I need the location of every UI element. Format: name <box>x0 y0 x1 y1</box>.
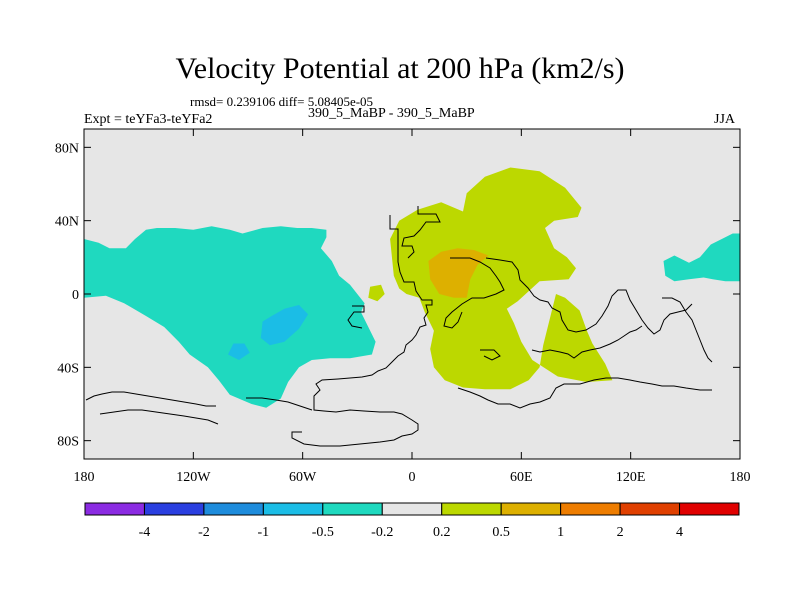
coastline-arabia-india <box>485 257 693 335</box>
colorbar-label: 2 <box>617 525 624 540</box>
colorbar-swatch <box>381 502 443 516</box>
colorbar-swatch <box>619 502 681 516</box>
negative-subregion-2 <box>228 343 250 360</box>
colorbar-swatch <box>143 502 205 516</box>
colorbar-label: -4 <box>139 525 151 540</box>
positive-africa-core-region <box>428 248 489 298</box>
colorbar-swatch <box>441 502 502 516</box>
coastline-maritime <box>480 349 501 361</box>
colorbar-swatch <box>203 502 264 516</box>
coastline-north-atlantic <box>291 215 433 447</box>
colorbar-label: 1 <box>557 525 564 540</box>
negative-pacific-atlantic-region <box>84 226 376 408</box>
colorbar-swatch <box>500 502 562 516</box>
stats-text: rmsd= 0.239106 diff= 5.08405e-05 <box>190 94 374 109</box>
negative-pacific-east-region <box>663 233 740 282</box>
y-tick-label: 40S <box>57 361 79 376</box>
season-label: JJA <box>714 112 736 127</box>
x-tick-label: 120E <box>616 470 646 485</box>
x-tick-label: 180 <box>730 470 751 485</box>
chart-title: Velocity Potential at 200 hPa (km2/s) <box>175 52 625 85</box>
y-tick-label: 40N <box>55 215 79 230</box>
colorbar-swatch <box>560 502 621 516</box>
colorbar-label: 0.2 <box>433 525 451 540</box>
y-axis: 80N 40N 0 40S 80S <box>55 141 740 450</box>
colorbar-label: -0.2 <box>371 525 393 540</box>
colorbar-swatch <box>322 502 383 516</box>
colorbar-swatch <box>679 502 740 516</box>
x-tick-label: 180 <box>74 470 95 485</box>
coastline-south-pacific <box>85 391 216 407</box>
coastline-antarctic-east <box>246 397 313 411</box>
coastline-southeast-asia <box>531 325 643 359</box>
colorbar-swatch <box>262 502 324 516</box>
colorbar-label: -2 <box>198 525 210 540</box>
y-tick-label: 80S <box>57 435 79 450</box>
coastline-antarctic-west <box>99 409 219 425</box>
coastline-east-asia <box>662 297 713 363</box>
coastline-europe <box>401 206 441 259</box>
coastline-layer <box>85 206 713 447</box>
positive-africa-indian-region <box>390 167 613 390</box>
x-axis: 180 120W 60W 0 60E 120E 180 <box>74 129 751 485</box>
coastline-atlantic-islands <box>347 305 365 329</box>
colorbar-label: -0.5 <box>312 525 334 540</box>
colorbar-label: -1 <box>258 525 270 540</box>
contour-fill-layer <box>84 167 740 408</box>
positive-atlantic-small-region <box>368 284 385 302</box>
colorbar-swatch <box>84 502 145 516</box>
experiment-label: Expt = teYFa3-teYFa2 <box>84 112 213 127</box>
negative-subregion-1 <box>260 305 309 346</box>
colorbar-label: 0.5 <box>492 525 510 540</box>
x-tick-label: 60E <box>510 470 533 485</box>
colorbar: -4 -2 -1 -0.5 -0.2 0.2 0.5 1 2 4 <box>84 502 740 540</box>
coastline-mediterranean <box>443 257 505 329</box>
coastline-australia <box>457 377 712 409</box>
x-tick-label: 0 <box>409 470 416 485</box>
case-label: 390_5_MaBP - 390_5_MaBP <box>308 106 475 121</box>
x-tick-label: 60W <box>289 470 317 485</box>
y-tick-label: 80N <box>55 141 79 156</box>
colorbar-label: 4 <box>676 525 683 540</box>
y-tick-label: 0 <box>72 288 79 303</box>
x-tick-label: 120W <box>176 470 211 485</box>
